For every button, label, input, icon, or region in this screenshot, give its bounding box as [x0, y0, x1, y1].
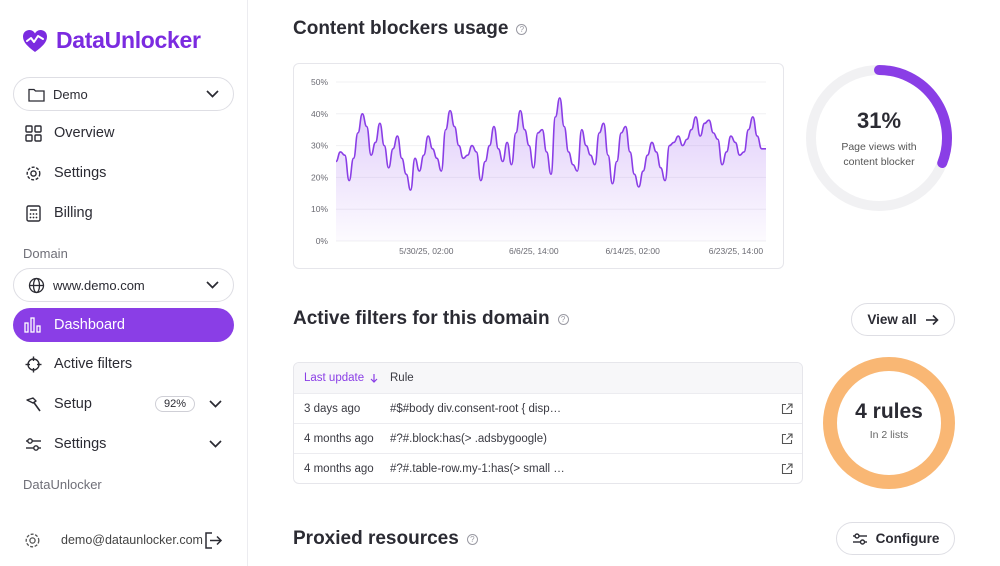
row-rule: #?#.table-row.my-1:has(> small … [390, 462, 565, 475]
sidebar-item-billing[interactable]: Billing [13, 196, 234, 230]
proxied-title: Proxied resources [293, 528, 459, 549]
blockers-caption-line1: Page views with [841, 141, 917, 153]
blockers-heading: Content blockers usage ? [293, 18, 528, 40]
brand-name: DataUnlocker [56, 27, 201, 53]
filters-heading: Active filters for this domain ? [293, 308, 569, 330]
external-link-icon[interactable] [772, 462, 802, 475]
workspace-select[interactable]: Demo [13, 77, 234, 111]
sidebar-item-settings[interactable]: Settings [13, 156, 234, 190]
x-tick-label: 6/6/25, 14:00 [509, 246, 559, 256]
user-email: demo@dataunlocker.com [61, 533, 203, 547]
calculator-icon [24, 204, 42, 222]
view-all-button[interactable]: View all [851, 303, 955, 336]
arrow-right-icon [925, 314, 939, 325]
table-row[interactable]: 3 days ago #$#body div.consent-root { di… [294, 393, 802, 423]
chevron-down-icon [209, 400, 222, 408]
section-label-domain: Domain [23, 246, 68, 261]
help-icon[interactable]: ? [466, 533, 478, 545]
y-tick-label: 40% [311, 109, 328, 119]
grid-icon [24, 124, 42, 142]
x-tick-label: 6/23/25, 14:00 [709, 246, 764, 256]
sidebar-item-label: Settings [54, 165, 107, 181]
sidebar-item-domain-settings[interactable]: Settings [13, 427, 234, 461]
chevron-down-icon [206, 90, 219, 98]
y-tick-label: 10% [311, 204, 328, 214]
sidebar-item-label: Billing [54, 205, 93, 221]
sidebar: DataUnlocker Demo Overview Settings Bill… [0, 0, 248, 566]
domain-select-label: www.demo.com [53, 277, 145, 293]
sliders-icon [24, 435, 42, 453]
external-link-icon[interactable] [772, 432, 802, 445]
crosshair-icon [24, 355, 42, 373]
arrow-down-icon [370, 374, 378, 383]
blockers-title: Content blockers usage [293, 18, 509, 39]
sidebar-item-active-filters[interactable]: Active filters [13, 347, 234, 381]
column-rule[interactable]: Rule [390, 372, 414, 384]
blockers-caption-line2: content blocker [843, 156, 915, 168]
folder-icon [28, 88, 45, 102]
row-updated: 3 days ago [304, 402, 361, 415]
x-tick-label: 6/14/25, 02:00 [606, 246, 661, 256]
y-tick-label: 0% [316, 236, 329, 246]
blockers-percent: 31% [856, 108, 902, 133]
sidebar-item-label: Setup [54, 396, 92, 412]
hammer-icon [24, 395, 42, 413]
gear-icon[interactable] [24, 532, 41, 549]
table-row[interactable]: 4 months ago #?#.block:has(> .adsbygoogl… [294, 423, 802, 453]
proxied-heading: Proxied resources ? [293, 528, 478, 550]
filters-title: Active filters for this domain [293, 308, 550, 329]
blockers-area-chart: 0% 10% 20% 30% 40% 50% 5/30/25, 02:00 6/6/25, 1… [311, 77, 766, 256]
table-header: Last update Rule [294, 363, 802, 393]
sidebar-item-overview[interactable]: Overview [13, 116, 234, 150]
x-tick-label: 5/30/25, 02:00 [399, 246, 454, 256]
workspace-select-label: Demo [53, 86, 88, 102]
column-label: Last update [304, 372, 365, 384]
y-tick-label: 50% [311, 77, 328, 87]
series-area [336, 97, 766, 242]
rules-sub: In 2 lists [869, 429, 909, 441]
y-tick-label: 20% [311, 172, 328, 182]
section-label-dataunlocker: DataUnlocker [23, 477, 102, 492]
table-row[interactable]: 4 months ago #?#.table-row.my-1:has(> sm… [294, 453, 802, 483]
bar-chart-icon [24, 316, 42, 334]
help-icon[interactable]: ? [516, 23, 528, 35]
chevron-down-icon [209, 440, 222, 448]
sidebar-item-label: Active filters [54, 356, 133, 372]
rules-ring [823, 357, 955, 489]
brand[interactable]: DataUnlocker [22, 27, 201, 54]
rules-count: 4 rules [855, 400, 923, 423]
row-rule: #?#.block:has(> .adsbygoogle) [390, 432, 547, 445]
domain-select[interactable]: www.demo.com [13, 268, 234, 302]
donut-value-arc [874, 65, 952, 169]
sliders-icon [852, 532, 867, 545]
sidebar-item-label: Settings [54, 436, 107, 452]
gear-icon [24, 164, 42, 182]
sidebar-item-label: Dashboard [54, 317, 125, 333]
setup-progress-badge: 92% [154, 396, 195, 412]
sidebar-item-label: Overview [54, 125, 115, 141]
configure-label: Configure [875, 531, 940, 546]
blockers-chart-card: 0% 10% 20% 30% 40% 50% 5/30/25, 02:00 6/6/25, 1… [293, 63, 784, 269]
external-link-icon[interactable] [772, 402, 802, 415]
row-updated: 4 months ago [304, 432, 374, 445]
y-tick-label: 30% [311, 141, 328, 151]
logo-heart-icon [23, 29, 47, 52]
logout-icon[interactable] [204, 531, 223, 549]
row-updated: 4 months ago [304, 462, 374, 475]
column-last-update[interactable]: Last update [294, 372, 390, 384]
rules-label: 4 rules In 2 lists [822, 400, 956, 441]
account-footer: demo@dataunlocker.com [0, 514, 247, 566]
globe-icon [28, 277, 45, 293]
sidebar-item-dashboard[interactable]: Dashboard [13, 308, 234, 342]
chevron-down-icon [206, 281, 219, 289]
filters-table: Last update Rule 3 days ago #$#body div.… [293, 362, 803, 484]
configure-button[interactable]: Configure [836, 522, 955, 555]
sidebar-item-setup[interactable]: Setup 92% [13, 387, 234, 421]
blockers-donut-label: 31% Page views with content blocker [803, 108, 955, 170]
blockers-donut [806, 65, 952, 211]
series-line [335, 97, 766, 191]
help-icon[interactable]: ? [557, 313, 569, 325]
row-rule: #$#body div.consent-root { disp… [390, 402, 562, 415]
view-all-label: View all [867, 312, 917, 327]
